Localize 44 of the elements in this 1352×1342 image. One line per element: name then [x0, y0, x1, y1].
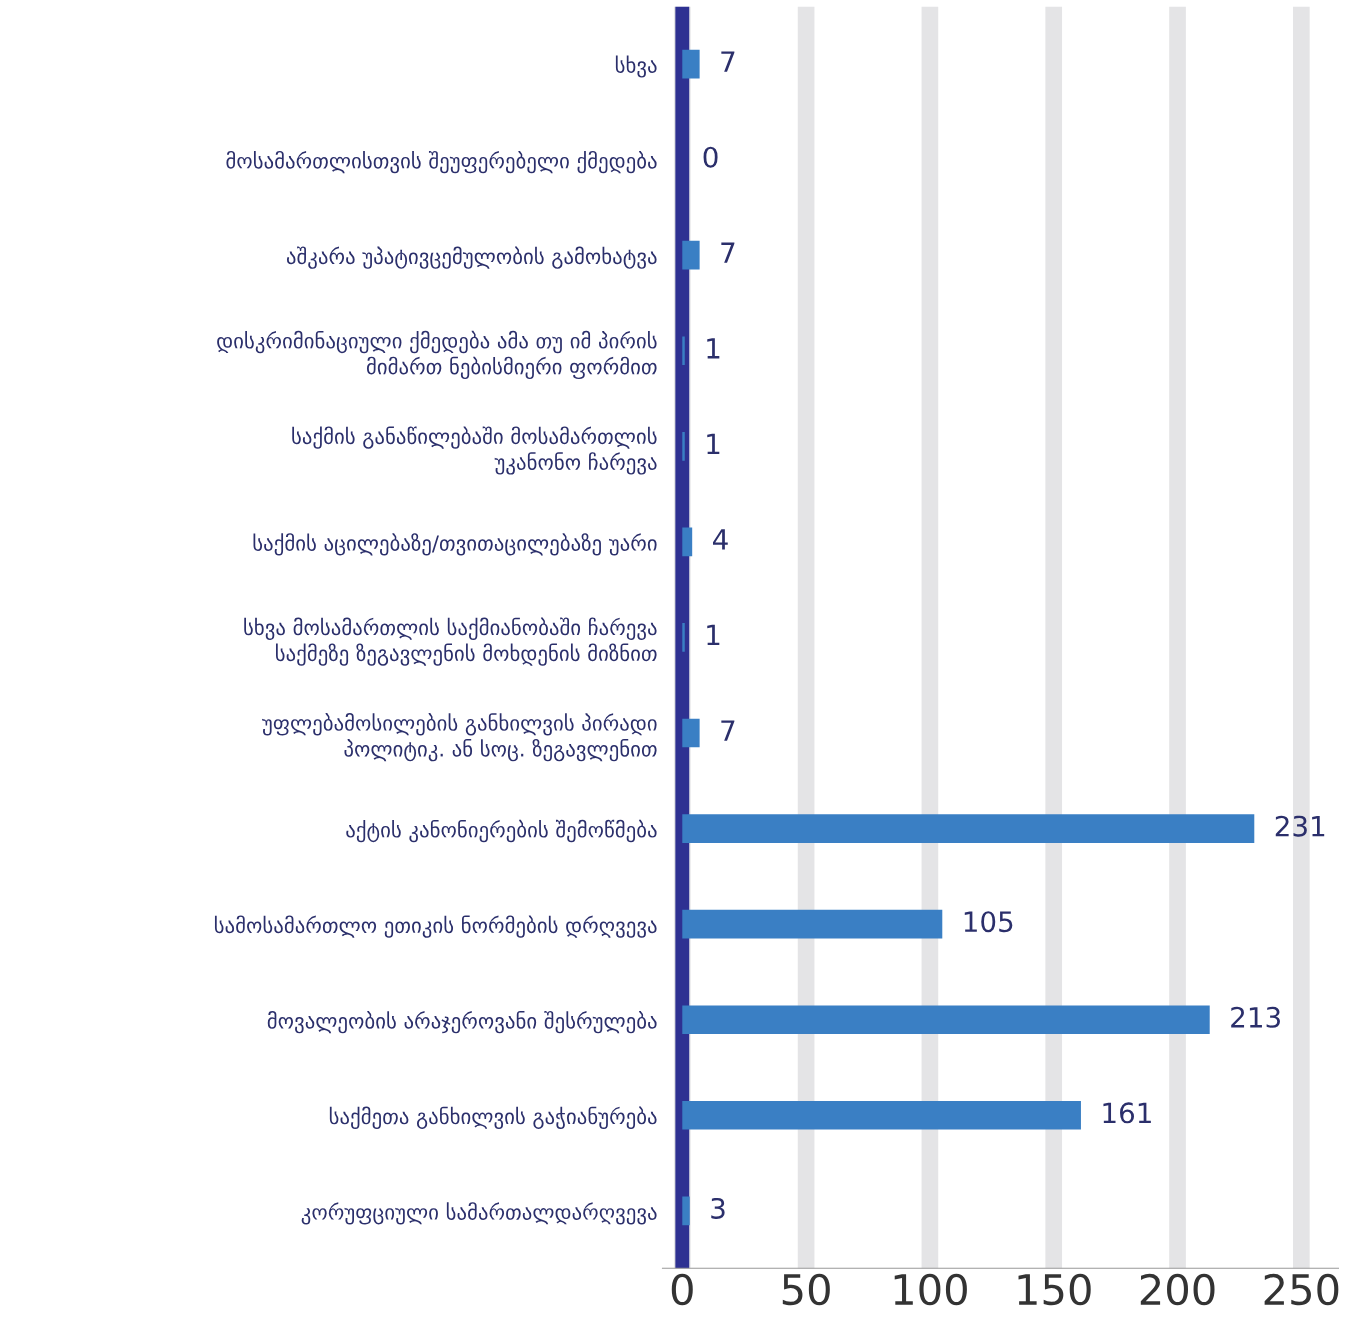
data-label: 7	[721, 51, 735, 72]
bar	[682, 909, 943, 939]
data-label: 7	[721, 242, 735, 263]
bar	[682, 431, 685, 461]
y-tick-label: მოსამართლისთვის შეუფერებელი ქმედება	[226, 150, 657, 174]
bar	[682, 1196, 690, 1226]
x-tick-label: 150	[1018, 1273, 1091, 1306]
bar	[682, 336, 685, 366]
y-tick-label: სხვა	[615, 55, 657, 78]
bar	[682, 718, 700, 748]
y-tick-label: მოვალეობის არაჯეროვანი შესრულება	[267, 1010, 657, 1034]
data-label: 1	[707, 433, 720, 454]
y-tick-label: აშკარა უპატივცემულობის გამოხატვა	[286, 246, 657, 269]
data-label: 3	[711, 1197, 725, 1219]
bar	[682, 814, 1255, 843]
bar	[682, 1100, 1081, 1130]
y-tick-label: აქტის კანონიერების შემოწმება	[346, 819, 657, 843]
data-label: 4	[713, 529, 728, 550]
bar	[682, 49, 700, 79]
x-tick-label: 250	[1264, 1273, 1339, 1306]
y-tick-label: კორუფციული სამართალდარღვევა	[301, 1202, 657, 1225]
x-tick-label: 200	[1140, 1273, 1215, 1306]
bar	[682, 623, 685, 652]
y-tick-label: დისკრიმინაციული ქმედება ამა თუ იმ პირის მიმართ ნებისმიერი ფორმით	[217, 330, 657, 380]
y-tick-label: საქმის აცილებაზე/თვითაცილებაზე უარი	[253, 533, 657, 556]
data-label: 1	[707, 624, 720, 646]
y-tick-label: უფლებამოსილების განხილვის პირადი პოლიტიკ. ან სოც. ზეგავლენით	[262, 713, 657, 762]
data-label: 0	[703, 146, 718, 168]
bar	[682, 240, 700, 270]
data-label: 161	[1103, 1102, 1151, 1124]
data-label: 7	[721, 720, 735, 741]
data-label: 213	[1231, 1006, 1280, 1028]
y-tick-label: საქმის განაწილებაში მოსამართლის უკანონო ჩარევა	[292, 426, 657, 475]
y-tick-label: საქმეთა განხილვის გაჭიანურება	[329, 1106, 657, 1129]
y-tick-label: სხვა მოსამართლის საქმიანობაში ჩარევა საქმეზე ზეგავლენის მოხდენის მიზნით	[244, 617, 657, 666]
x-tick-label: 100	[894, 1273, 967, 1306]
data-label: 105	[964, 911, 1013, 933]
data-label: 231	[1275, 815, 1325, 837]
x-tick-label: 0	[671, 1273, 693, 1306]
bar	[682, 1005, 1210, 1035]
data-label: 1	[707, 338, 720, 359]
x-tick-label: 50	[782, 1273, 830, 1306]
y-tick-label: სამოსამართლო ეთიკის ნორმების დრღვევა	[214, 915, 657, 938]
bar	[682, 527, 693, 557]
